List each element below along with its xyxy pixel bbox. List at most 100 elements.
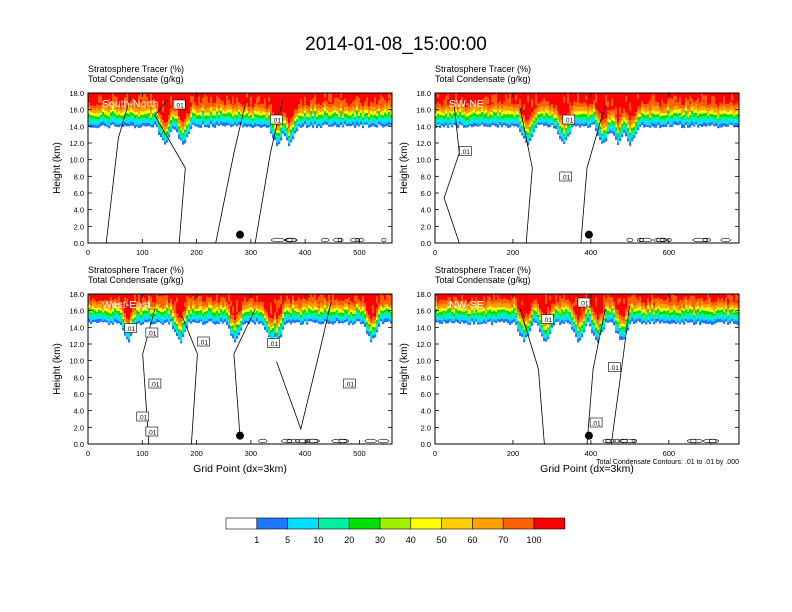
tracer-cell [459, 300, 462, 305]
tracer-cell [443, 112, 446, 116]
tracer-cell [479, 108, 482, 112]
tracer-cell [334, 97, 337, 104]
tracer-cell [90, 312, 93, 315]
tracer-cell [208, 318, 211, 322]
tracer-cell [523, 321, 526, 327]
tracer-cell [603, 130, 606, 133]
tracer-cell [629, 132, 632, 136]
tracer-cell [96, 116, 99, 120]
tracer-cell [677, 119, 680, 123]
tracer-cell [509, 294, 512, 301]
tracer-cell [370, 120, 373, 124]
tracer-cell [631, 115, 634, 120]
tracer-cell [583, 310, 586, 315]
tracer-cell [471, 315, 474, 319]
tracer-cell [148, 123, 151, 126]
tracer-cell [509, 321, 512, 326]
tracer-cell [316, 113, 319, 117]
tracer-cell [633, 93, 636, 117]
tracer-cell [278, 315, 281, 320]
tracer-cell [294, 301, 297, 305]
tracer-cell [669, 122, 672, 126]
tracer-cell [477, 107, 480, 112]
tracer-cell [675, 118, 678, 122]
tracer-cell [457, 294, 460, 301]
tracer-cell [104, 102, 107, 107]
tracer-cell [142, 94, 145, 105]
tracer-cell [689, 112, 692, 116]
tracer-cell [252, 298, 255, 303]
tracer-cell [703, 119, 706, 123]
tracer-cell [623, 324, 626, 328]
tracer-cell [643, 312, 646, 315]
tracer-cell [715, 117, 718, 121]
tracer-cell [238, 315, 241, 321]
tracer-cell [553, 311, 556, 314]
tracer-cell [286, 127, 289, 131]
tracer-cell [611, 109, 614, 113]
tracer-cell [114, 95, 117, 102]
tracer-cell [633, 126, 636, 131]
tracer-cell [519, 128, 522, 133]
tracer-cell [585, 114, 588, 118]
tracer-cell [174, 317, 177, 322]
tracer-cell [90, 305, 93, 311]
tracer-cell [519, 325, 522, 329]
tracer-cell [122, 105, 125, 109]
tracer-cell [479, 294, 482, 302]
tracer-cell [222, 105, 225, 111]
tracer-cell [156, 315, 159, 319]
tracer-cell [124, 297, 127, 303]
tracer-cell [110, 307, 113, 311]
tracer-cell [519, 123, 522, 127]
tracer-cell [453, 318, 456, 321]
tracer-cell [693, 120, 696, 125]
tracer-cell [248, 311, 251, 316]
tracer-cell [529, 323, 532, 326]
tracer-cell [192, 104, 195, 109]
tracer-cell [699, 110, 702, 114]
tracer-cell [589, 116, 592, 121]
tracer-cell [459, 317, 462, 322]
tracer-cell [220, 107, 223, 111]
tracer-cell [451, 306, 454, 310]
tracer-cell [364, 320, 367, 324]
tracer-cell [525, 124, 528, 129]
tracer-cell [477, 318, 480, 323]
tracer-cell [264, 119, 267, 124]
y-tick-label: 6.0 [74, 189, 84, 198]
tracer-cell [669, 113, 672, 117]
tracer-cell [553, 121, 556, 124]
tracer-cell [451, 106, 454, 112]
tracer-cell [160, 296, 163, 308]
tracer-cell [605, 94, 608, 106]
tracer-cell [461, 315, 464, 320]
tracer-cell [262, 111, 265, 115]
tracer-cell [342, 301, 345, 307]
tracer-cell [705, 95, 708, 104]
tracer-cell [587, 294, 590, 299]
tracer-cell [531, 112, 534, 118]
tracer-cell [344, 306, 347, 310]
x-tick-label: 0 [86, 248, 90, 257]
tracer-cell [479, 113, 482, 117]
tracer-cell [599, 132, 602, 137]
tracer-cell [100, 105, 103, 109]
tracer-cell [685, 114, 688, 119]
tracer-cell [364, 93, 367, 102]
tracer-cell [487, 114, 490, 117]
tracer-cell [595, 319, 598, 324]
tracer-cell [172, 93, 175, 106]
tracer-cell [475, 93, 478, 104]
tracer-cell [643, 314, 646, 318]
tracer-cell [152, 312, 155, 316]
tracer-cell [591, 104, 594, 109]
tracer-cell [583, 120, 586, 124]
tracer-cell [282, 304, 285, 310]
tracer-cell [288, 132, 291, 137]
tracer-cell [475, 120, 478, 124]
tracer-cell [727, 93, 730, 105]
tracer-cell [593, 108, 596, 113]
tracer-cell [539, 111, 542, 114]
tracer-cell [212, 111, 215, 116]
